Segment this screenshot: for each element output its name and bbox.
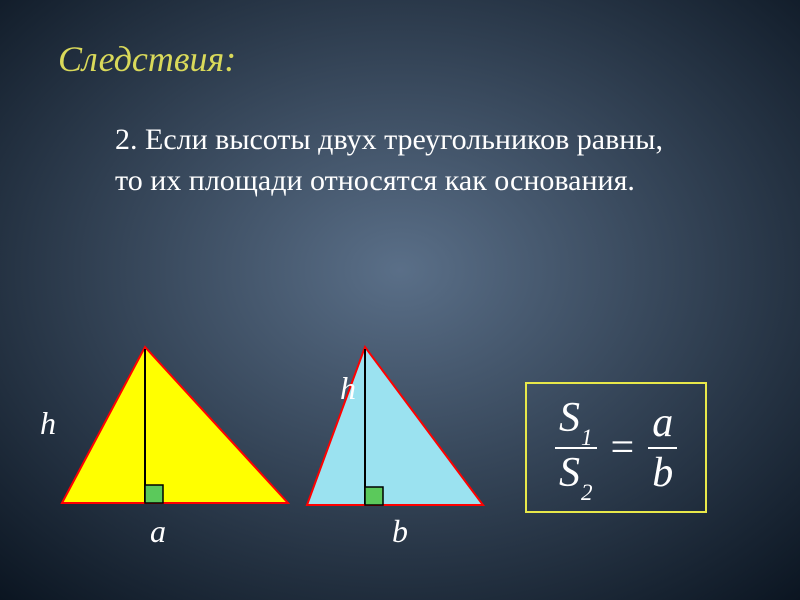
triangle-1-base-label: a bbox=[150, 513, 166, 550]
a-numerator: a bbox=[648, 401, 677, 445]
equals-sign: = bbox=[611, 424, 635, 472]
subscript-2: 2 bbox=[581, 479, 593, 505]
body-text: 2. Если высоты двух треугольников равны,… bbox=[115, 120, 675, 201]
subscript-1: 1 bbox=[581, 424, 593, 450]
fraction-right: a b bbox=[648, 401, 677, 495]
triangle-2-svg bbox=[305, 345, 485, 507]
triangle-1 bbox=[60, 345, 290, 505]
s-symbol: S bbox=[559, 395, 580, 441]
s1-numerator: S1 bbox=[555, 396, 597, 445]
fraction-left: S1 S2 bbox=[555, 396, 597, 499]
triangle-1-height-label: h bbox=[40, 405, 56, 442]
fraction-bar-right bbox=[648, 447, 677, 449]
triangle-2 bbox=[305, 345, 485, 507]
b-denominator: b bbox=[648, 451, 677, 495]
triangle-1-svg bbox=[60, 345, 290, 505]
triangle-2-base-label: b bbox=[392, 513, 408, 550]
triangle-2-height-label: h bbox=[340, 370, 356, 407]
s-symbol: S bbox=[559, 450, 580, 496]
s2-denominator: S2 bbox=[555, 451, 597, 500]
slide-title: Следствия: bbox=[58, 38, 236, 80]
formula-box: S1 S2 = a b bbox=[525, 382, 707, 513]
